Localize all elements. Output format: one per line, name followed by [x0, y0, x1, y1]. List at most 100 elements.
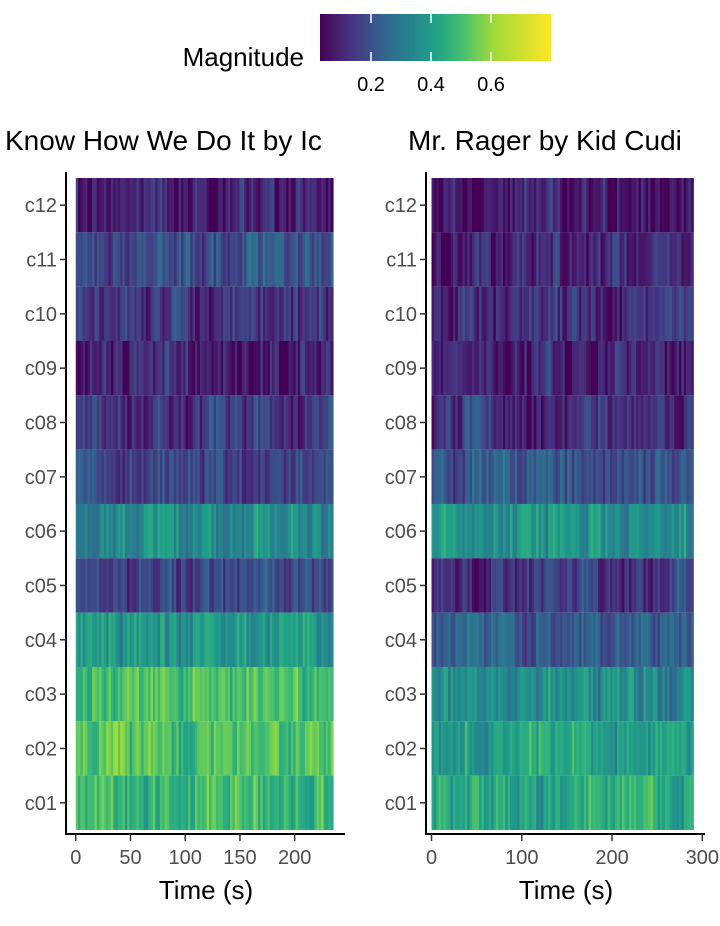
- heatmap-cell: [488, 286, 492, 341]
- heatmap-cell: [185, 232, 189, 287]
- heatmap-cell: [555, 775, 559, 830]
- heatmap-cell: [209, 286, 212, 341]
- heatmap-cell: [227, 721, 231, 776]
- heatmap-cell: [197, 558, 201, 613]
- heatmap-cell: [650, 666, 654, 722]
- heatmap-cell: [664, 666, 668, 722]
- heatmap-cell: [166, 232, 170, 287]
- heatmap-cell: [293, 666, 297, 722]
- heatmap-cell: [645, 503, 649, 559]
- heatmap-cell: [488, 612, 492, 667]
- heatmap-cell: [455, 286, 459, 341]
- heatmap-cell: [209, 449, 212, 504]
- heatmap-cell: [309, 666, 313, 722]
- heatmap-cell: [486, 612, 490, 667]
- heatmap-cell: [187, 286, 191, 341]
- heatmap-cell: [230, 395, 234, 450]
- heatmap-cell: [148, 558, 152, 613]
- heatmap-cell: [502, 503, 506, 559]
- heatmap-cell: [471, 558, 475, 613]
- heatmap-cell: [166, 340, 170, 396]
- heatmap-cell: [609, 721, 613, 776]
- heatmap-cell: [488, 449, 492, 504]
- heatmap-cell: [96, 666, 100, 722]
- heatmap-cell: [519, 286, 523, 341]
- heatmap-cell: [192, 178, 196, 233]
- heatmap-cell: [316, 612, 320, 667]
- heatmap-cell: [502, 612, 506, 667]
- heatmap-cell: [524, 612, 528, 667]
- heatmap-cell: [593, 721, 597, 776]
- heatmap-cell: [220, 558, 224, 613]
- heatmap-cell: [183, 721, 187, 776]
- heatmap-cell: [232, 775, 236, 830]
- heatmap-cell: [131, 721, 135, 776]
- heatmap-cell: [94, 232, 98, 287]
- heatmap-cell: [267, 232, 271, 287]
- heatmap-cell: [204, 721, 208, 776]
- heatmap-cell: [290, 612, 294, 667]
- heatmap-cell: [441, 721, 445, 776]
- heatmap-cell: [593, 340, 597, 396]
- heatmap-cell: [178, 286, 182, 341]
- heatmap-cell: [657, 612, 661, 667]
- heatmap-cell: [197, 503, 201, 559]
- heatmap-cell: [286, 395, 290, 450]
- heatmap-cell: [595, 178, 599, 233]
- heatmap-cell: [652, 232, 656, 287]
- heatmap-cell: [619, 449, 623, 504]
- heatmap-cell: [148, 503, 152, 559]
- heatmap-cell: [286, 178, 290, 233]
- heatmap-cell: [89, 612, 93, 667]
- heatmap-cell: [486, 286, 490, 341]
- heatmap-cell: [120, 449, 124, 504]
- heatmap-cell: [265, 286, 269, 341]
- heatmap-cell: [307, 775, 311, 830]
- heatmap-cell: [633, 775, 637, 830]
- heatmap-cell: [295, 340, 299, 396]
- heatmap-cell: [605, 340, 609, 396]
- heatmap-cell: [659, 775, 663, 830]
- heatmap-cell: [290, 286, 294, 341]
- heatmap-cell: [143, 666, 147, 722]
- heatmap-cell: [552, 666, 556, 722]
- heatmap-cell: [232, 503, 236, 559]
- heatmap-cell: [115, 721, 119, 776]
- heatmap-cell: [300, 775, 304, 830]
- heatmap-cell: [683, 666, 687, 722]
- heatmap-cell: [678, 286, 682, 341]
- heatmap-cell: [290, 395, 294, 450]
- heatmap-cell: [619, 232, 623, 287]
- heatmap-cell: [143, 340, 147, 396]
- y-tick-label: c07: [385, 467, 417, 489]
- heatmap-cell: [173, 178, 177, 233]
- heatmap-cell: [655, 395, 659, 450]
- heatmap-cell: [253, 721, 257, 776]
- heatmap-cell: [605, 666, 609, 722]
- heatmap-cell: [576, 232, 580, 287]
- heatmap-cell: [99, 395, 103, 450]
- heatmap-cell: [633, 286, 637, 341]
- heatmap-cell: [75, 721, 79, 776]
- heatmap-cell: [85, 775, 89, 830]
- heatmap-cell: [276, 666, 280, 722]
- heatmap-cell: [85, 666, 89, 722]
- heatmap-cell: [309, 395, 313, 450]
- heatmap-cell: [688, 503, 692, 559]
- heatmap-cell: [590, 558, 594, 613]
- heatmap-cell: [550, 449, 554, 504]
- heatmap-cell: [517, 286, 521, 341]
- heatmap-cell: [206, 503, 210, 559]
- heatmap-cell: [237, 286, 241, 341]
- heatmap-cell: [619, 775, 623, 830]
- heatmap-cell: [138, 449, 142, 504]
- heatmap-cell: [595, 666, 599, 722]
- heatmap-cell: [505, 503, 509, 559]
- heatmap-cell: [283, 286, 287, 341]
- heatmap-cell: [545, 178, 549, 233]
- heatmap-cell: [159, 449, 163, 504]
- heatmap-cell: [555, 286, 559, 341]
- heatmap-cell: [148, 395, 152, 450]
- heatmap-cell: [598, 666, 602, 722]
- heatmap-cell: [239, 503, 243, 559]
